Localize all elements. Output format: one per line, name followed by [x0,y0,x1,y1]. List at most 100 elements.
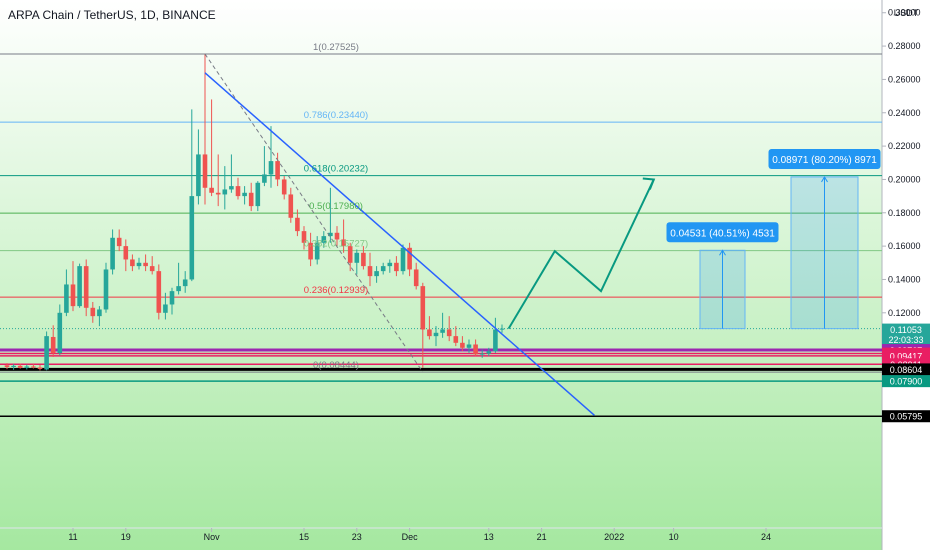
candle-body [413,269,419,287]
candlestick-series [4,54,505,371]
candle-body [248,192,254,207]
price-tick-label: 0.26000 [888,74,921,84]
time-tick-label: 19 [121,532,131,542]
callout-zones [699,175,859,330]
drawings [204,53,656,416]
price-tick-label: 0.18000 [888,208,921,218]
callout-labels: 0.04531 (40.51%) 4531 0.08971 (80.20%) 89… [666,148,881,243]
time-tick-label: Dec [402,532,419,542]
time-tick-label: 23 [352,532,362,542]
candle-body [394,262,399,272]
candle-body [130,259,135,267]
candle-body [229,186,234,190]
time-tick-label: 11 [68,532,77,542]
fib-level-label: 0.236(0.12939) [304,285,368,296]
fib-labels: 1(0.27525) 0.786(0.23440) 0.618(0.20232) 0.… [304,42,368,371]
candle-body [466,344,472,348]
descending-trendline [204,72,595,416]
price-tick-label: 0.22000 [888,141,921,151]
fib-level-label: 1(0.27525) [313,42,359,53]
candle-body [361,252,366,267]
candle-body [136,262,142,267]
candle-body [24,366,30,368]
candle-body [182,279,188,287]
price-tags: 0.1105322:03:330.097670.095550.094170.08… [882,323,930,423]
fib-level-label: 0(0.08444) [313,360,359,371]
candle-body [116,237,122,247]
time-tick-label: 10 [669,532,679,542]
candle-body [64,284,69,313]
candle-body [453,336,459,343]
price-tick-label: 0.28000 [888,41,921,51]
candle-body [31,366,36,368]
price-tag-label: 0.05795 [890,412,923,422]
candle-body [156,271,162,313]
candle-body [123,246,129,260]
candle-body [262,174,267,183]
candle-body [196,154,201,197]
candle-body [407,247,412,270]
candle-body [83,266,89,308]
candle-body [202,154,208,188]
price-tag-box [882,410,930,423]
horizontal-levels [0,53,882,417]
candle-body [143,262,148,267]
candle-body [70,284,76,307]
candle-body [209,187,214,193]
candle-body [169,291,175,305]
candle-body [97,309,102,317]
candle-body [4,365,10,367]
candle-body [222,189,228,195]
price-tick-label: 0.20000 [888,174,921,184]
candle-body [400,247,406,272]
candle-body [367,266,373,277]
candle-body [288,194,294,218]
candle-body [50,336,56,354]
candle-body [479,353,485,355]
countdown-label: 22:03:33 [888,335,923,345]
candle-body [347,246,353,263]
chart-background [0,0,882,550]
candle-body [446,329,452,337]
price-tick-label: 0.24000 [888,108,921,118]
candle-body [37,367,43,369]
candle-body [460,342,465,348]
time-tick-label: 21 [537,532,547,542]
time-tick-label: 2022 [604,532,624,542]
candle-body [341,239,346,247]
candle-body [268,161,274,175]
candle-body [334,232,340,240]
currency-label: USDT [894,8,919,18]
candle-body [493,329,498,352]
candle-body [440,329,445,333]
fib-level-label: 0.382(0.15727) [304,239,368,250]
candle-body [110,237,115,270]
measure-label: 0.04531 (40.51%) 4531 [670,228,775,239]
price-tag-label: 0.07900 [890,377,923,387]
chart-title: ARPA Chain / TetherUS, 1D, BINANCE [8,8,216,22]
candle-body [189,196,195,280]
measure-arrowhead [821,175,828,183]
candle-body [308,242,313,260]
price-tick-label: 0.30000 [888,8,921,18]
price-tick-label: 0.12000 [888,308,921,318]
fib-level-label: 0.618(0.20232) [304,164,368,175]
candle-body [314,242,320,260]
candle-body [420,286,426,330]
candle-body [499,328,505,330]
candle-body [242,192,247,197]
candle-body [473,344,478,355]
price-tick-label: 0.16000 [888,241,921,251]
candle-body [374,271,379,277]
candle-body [90,307,96,317]
candle-body [380,266,386,272]
candle-body [255,182,261,207]
price-tag-label: 0.09417 [890,351,923,361]
price-tag-box [882,323,930,346]
candle-body [486,351,492,354]
candle-body [149,266,155,272]
time-tick-label: 15 [299,532,309,542]
measure-label-box [666,222,779,243]
candle-body [17,365,23,368]
